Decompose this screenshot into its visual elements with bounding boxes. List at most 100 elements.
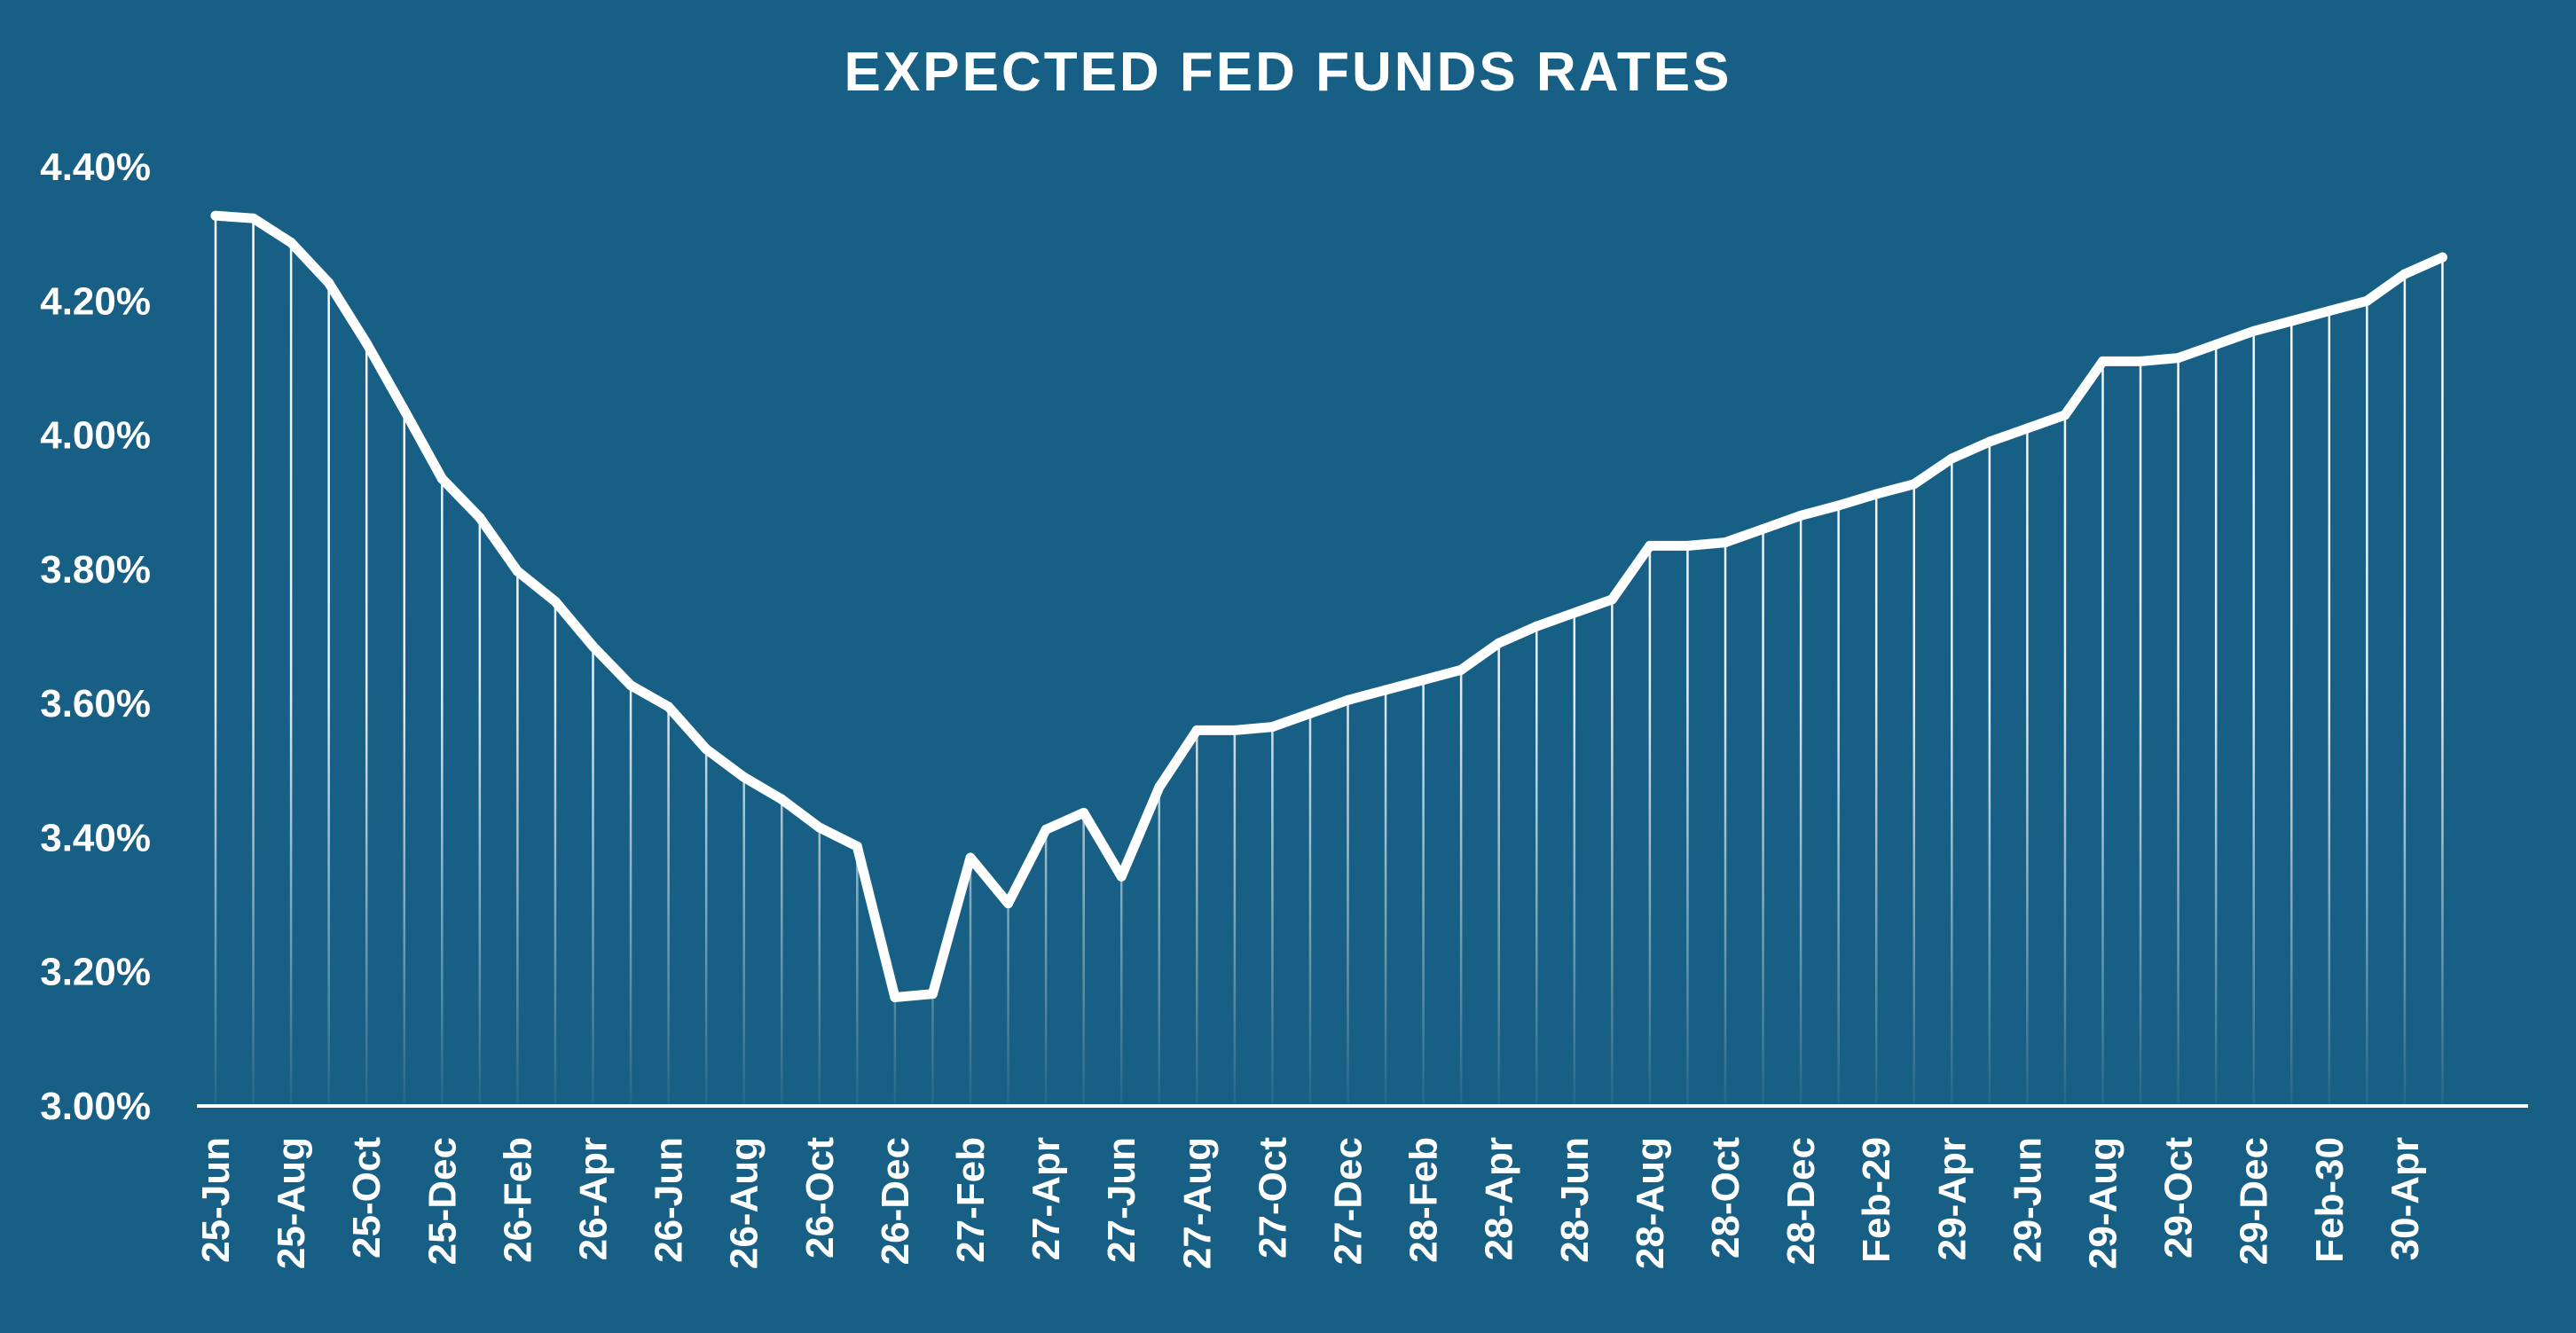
x-tick-label: 29-Dec xyxy=(2233,1137,2276,1265)
y-tick-label: 3.80% xyxy=(40,548,151,592)
data-point xyxy=(2022,423,2032,434)
x-tick-label: 28-Dec xyxy=(1779,1137,1823,1265)
x-tick-label: 26-Apr xyxy=(572,1137,616,1260)
data-point xyxy=(399,405,410,416)
y-axis: 3.00% 3.20% 3.40% 3.60% 3.80% 4.00% 4.20% 4.40% xyxy=(40,145,151,1128)
x-tick-label: 28-Jun xyxy=(1553,1137,1597,1263)
data-point xyxy=(1569,608,1580,618)
data-point xyxy=(1682,540,1692,551)
data-point xyxy=(1191,725,1202,735)
data-point xyxy=(965,852,976,863)
x-tick-label: 25-Oct xyxy=(345,1137,389,1259)
x-axis: 25-Jun 25-Aug 25-Oct 25-Dec 26-Feb 26-Apr 26-J… xyxy=(194,1137,2427,1269)
data-point xyxy=(361,338,372,349)
data-point xyxy=(1494,638,1504,648)
data-point xyxy=(776,794,787,804)
data-point xyxy=(1795,510,1806,521)
x-tick-label: 29-Jun xyxy=(2006,1137,2049,1263)
data-point xyxy=(512,566,522,576)
data-point xyxy=(1267,722,1277,733)
data-point xyxy=(1305,708,1315,718)
chart-title: EXPECTED FED FUNDS RATES xyxy=(844,42,1732,103)
data-point xyxy=(1418,675,1429,686)
data-point xyxy=(664,702,674,712)
y-tick-label: 3.60% xyxy=(40,682,151,725)
x-tick-label: 28-Aug xyxy=(1629,1137,1672,1269)
x-tick-label: Feb-29 xyxy=(1855,1137,1898,1263)
data-points xyxy=(210,210,2447,1002)
y-tick-label: 4.20% xyxy=(40,279,151,323)
x-tick-label: 27-Dec xyxy=(1327,1137,1370,1265)
data-point xyxy=(2249,325,2259,336)
data-point xyxy=(1531,621,1542,631)
data-point xyxy=(1003,898,1014,909)
x-tick-label: 29-Apr xyxy=(1930,1137,1974,1260)
data-point xyxy=(2399,269,2410,279)
data-point xyxy=(1041,824,1051,835)
x-tick-label: 29-Aug xyxy=(2082,1137,2125,1269)
data-point xyxy=(2211,339,2221,349)
data-point xyxy=(1984,436,1995,447)
data-point xyxy=(436,474,447,484)
data-point xyxy=(1343,694,1353,705)
data-point xyxy=(550,596,561,607)
x-tick-label: 26-Jun xyxy=(648,1137,691,1263)
data-point xyxy=(1909,479,1920,490)
data-point xyxy=(1079,807,1089,818)
x-tick-label: 26-Oct xyxy=(798,1137,842,1259)
data-point xyxy=(814,822,825,833)
drop-lines xyxy=(214,216,2444,1106)
x-tick-label: 27-Apr xyxy=(1025,1137,1068,1260)
x-tick-label: 26-Feb xyxy=(496,1137,539,1263)
x-tick-label: Feb-30 xyxy=(2308,1137,2352,1263)
data-point xyxy=(2286,316,2297,326)
data-point xyxy=(2060,410,2070,420)
y-tick-label: 3.40% xyxy=(40,816,151,859)
data-point xyxy=(1871,489,1881,499)
x-tick-label: 27-Oct xyxy=(1251,1137,1294,1259)
data-point xyxy=(927,989,938,1000)
data-point xyxy=(1720,537,1731,548)
x-tick-label: 30-Apr xyxy=(2384,1137,2427,1260)
x-tick-label: 26-Aug xyxy=(723,1137,766,1269)
data-point xyxy=(1758,523,1769,534)
data-point xyxy=(2361,295,2372,306)
data-point xyxy=(2324,306,2335,317)
data-point xyxy=(2173,353,2184,364)
y-tick-label: 4.00% xyxy=(40,414,151,458)
data-point xyxy=(739,772,750,782)
data-point xyxy=(701,744,711,755)
data-point xyxy=(2135,356,2146,366)
data-point xyxy=(890,992,900,1002)
data-point xyxy=(625,680,636,691)
x-tick-label: 28-Apr xyxy=(1478,1137,1521,1260)
data-point xyxy=(1456,664,1466,675)
data-point xyxy=(1154,782,1165,793)
data-point xyxy=(475,513,485,523)
series-line xyxy=(210,210,2447,1002)
x-tick-label: 28-Oct xyxy=(1704,1137,1747,1259)
data-point xyxy=(2437,252,2447,263)
data-point xyxy=(1380,685,1391,695)
data-point xyxy=(1116,871,1127,882)
x-tick-label: 29-Oct xyxy=(2157,1137,2201,1259)
data-point xyxy=(1645,540,1655,551)
data-point xyxy=(286,237,296,247)
data-point xyxy=(2098,356,2108,366)
x-tick-label: 25-Aug xyxy=(270,1137,313,1269)
y-tick-label: 4.40% xyxy=(40,145,151,189)
data-point xyxy=(210,210,221,221)
data-point xyxy=(852,841,862,851)
data-point xyxy=(1946,453,1957,464)
y-tick-label: 3.00% xyxy=(40,1085,151,1128)
data-point xyxy=(248,213,259,223)
x-tick-label: 27-Aug xyxy=(1175,1137,1219,1269)
data-point xyxy=(1229,725,1240,735)
x-tick-label: 25-Dec xyxy=(420,1137,464,1265)
data-point xyxy=(588,641,598,652)
x-tick-label: 26-Dec xyxy=(874,1137,917,1265)
data-point xyxy=(1834,500,1844,511)
data-point xyxy=(324,278,334,288)
